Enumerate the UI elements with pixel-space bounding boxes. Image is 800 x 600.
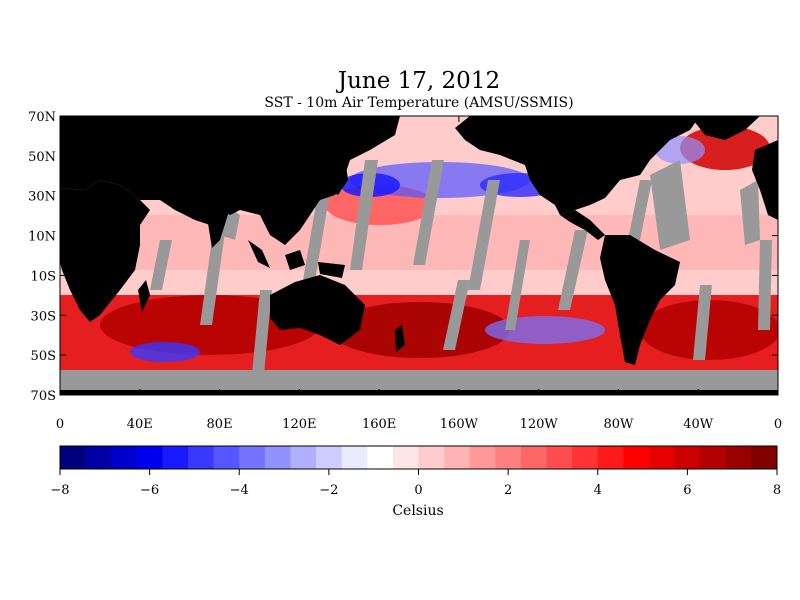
colorbar-segment	[469, 446, 496, 469]
lon-label: 120E	[282, 417, 316, 432]
lon-label: 80E	[207, 417, 233, 432]
lat-label: 10N	[28, 230, 56, 245]
sumatra-land	[248, 240, 270, 268]
lat-label: 50S	[31, 349, 56, 364]
warm-anomaly-s-pacific	[330, 302, 510, 358]
colorbar-segment	[188, 446, 215, 469]
borneo-land	[285, 250, 305, 270]
new-guinea-land	[318, 262, 345, 278]
warm-anomaly-n-atlantic	[680, 126, 770, 170]
lon-label: 40W	[683, 417, 714, 432]
lon-label: 160E	[362, 417, 396, 432]
colorbar-tick-label: −6	[140, 483, 159, 498]
lon-label: 80W	[603, 417, 634, 432]
colorbar-unit-label: Celsius	[392, 503, 443, 519]
colorbar-tick-label: 8	[773, 483, 781, 498]
lon-label: 0	[56, 417, 64, 432]
colorbar-segment	[751, 446, 778, 469]
colorbar-segment	[213, 446, 240, 469]
colorbar-segment	[572, 446, 599, 469]
colorbar-segment	[725, 446, 752, 469]
land-masses	[60, 116, 778, 365]
lat-label: 70S	[31, 389, 56, 404]
colorbar-segment	[674, 446, 701, 469]
eurasia-land	[60, 116, 400, 245]
lon-label: 160W	[440, 417, 479, 432]
colorbar-tick-label: −2	[319, 483, 338, 498]
colorbar-tick-label: −8	[50, 483, 69, 498]
colorbar-tick-label: 2	[504, 483, 512, 498]
colorbar-segment	[546, 446, 573, 469]
cold-anomaly-s-pacific	[485, 316, 605, 344]
colorbar-segment	[136, 446, 163, 469]
australia-land	[270, 275, 365, 345]
colorbar-segment	[648, 446, 676, 469]
central-america-land	[560, 210, 605, 240]
latitude-axis: 70N 50N 30N 10N 10S 30S 50S 70S	[28, 110, 778, 404]
lat-label: 30S	[31, 309, 56, 324]
lon-label: 0	[774, 417, 782, 432]
colorbar-segment	[111, 446, 138, 469]
colorbar-segment	[239, 446, 266, 469]
colorbar-segment	[85, 446, 112, 469]
colorbar-segment	[264, 446, 291, 469]
colorbar-segment	[623, 446, 650, 469]
lon-label: 120W	[520, 417, 559, 432]
colorbar-segment	[520, 446, 548, 469]
colorbar-segment	[316, 446, 343, 469]
lat-label: 10S	[31, 269, 56, 284]
cold-anomaly-s-indian	[130, 342, 200, 362]
cold-anomaly-n-atlantic	[655, 136, 705, 164]
map-title: June 17, 2012	[337, 68, 501, 94]
colorbar-segment	[341, 446, 368, 469]
warm-anomaly-s-atlantic	[640, 300, 778, 360]
colorbar-segment	[495, 446, 522, 469]
map-subtitle: SST - 10m Air Temperature (AMSU/SSMIS)	[264, 95, 574, 111]
south-america-land	[600, 235, 680, 365]
colorbar-segment	[290, 446, 317, 469]
colorbar	[60, 446, 778, 469]
colorbar-segment	[392, 446, 419, 469]
greenland-land	[690, 116, 760, 140]
colorbar-tick-label: 6	[683, 483, 691, 498]
colorbar-tick-label: 4	[594, 483, 602, 498]
lat-label: 70N	[28, 110, 56, 125]
colorbar-segment	[444, 446, 471, 469]
north-america-land	[455, 116, 700, 215]
colorbar-segment	[162, 446, 189, 469]
japan-land	[330, 158, 348, 195]
new-zealand-land	[395, 325, 405, 352]
lon-label: 40E	[127, 417, 153, 432]
europe-east-edge-land	[752, 140, 778, 220]
colorbar-tick-label: −4	[230, 483, 249, 498]
colorbar-ticks: −8 −6 −4 −2 0 2 4 6 8	[50, 469, 781, 498]
colorbar-segment	[418, 446, 445, 469]
india-land	[205, 205, 230, 248]
colorbar-segment	[597, 446, 624, 469]
lat-label: 50N	[28, 150, 56, 165]
no-data-swaths	[150, 160, 772, 395]
colorbar-tick-label: 0	[414, 483, 422, 498]
colorbar-segment	[367, 446, 394, 469]
sst-map	[60, 116, 778, 395]
madagascar-land	[138, 280, 150, 312]
colorbar-segment	[60, 446, 87, 469]
lat-label: 30N	[28, 190, 56, 205]
colorbar-segment	[700, 446, 727, 469]
longitude-axis: 0 40E 80E 120E 160E 160W 120W 80W 40W 0	[56, 116, 782, 432]
africa-land	[60, 180, 150, 322]
